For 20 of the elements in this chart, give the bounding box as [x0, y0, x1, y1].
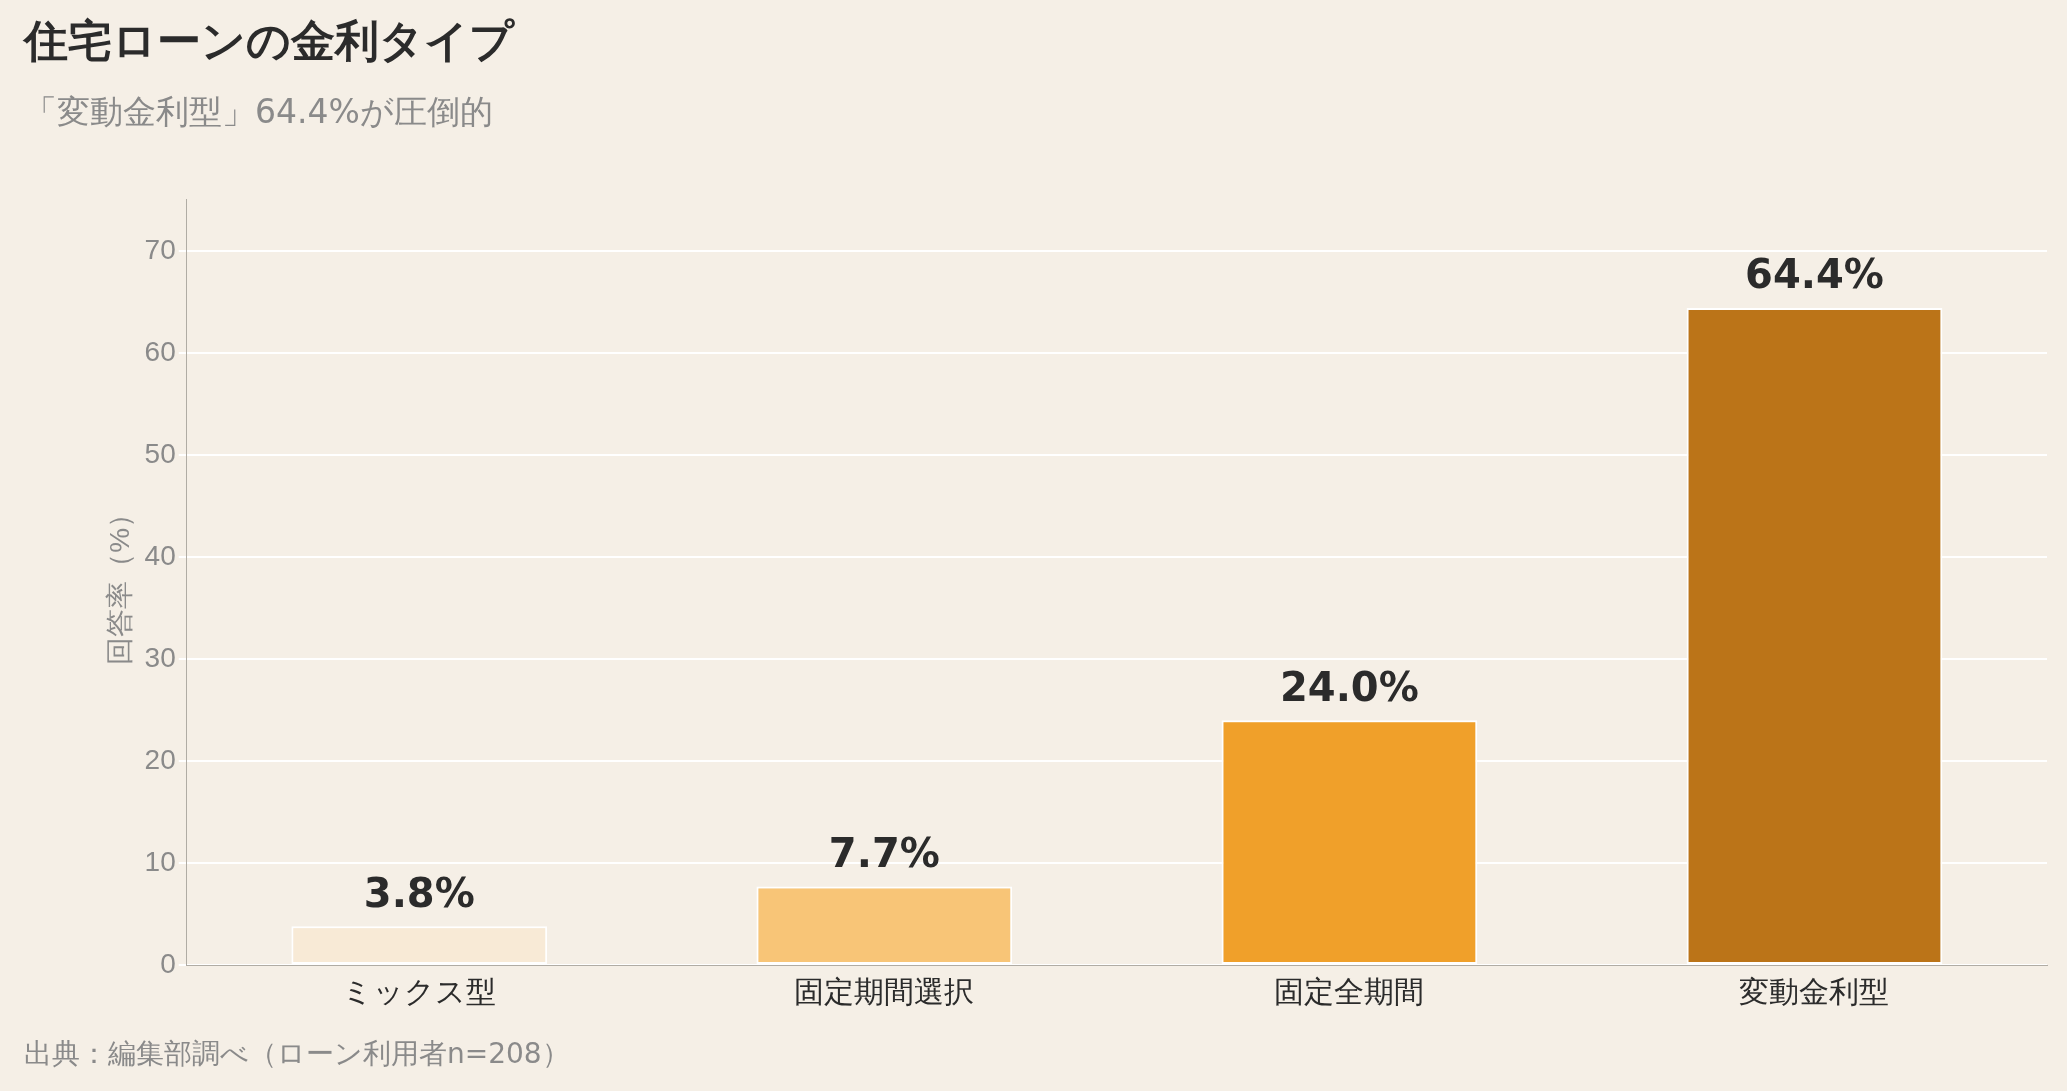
chart-title: 住宅ローンの金利タイプ: [24, 14, 514, 68]
y-tick-label: 20: [144, 743, 176, 775]
chart-subtitle: 「変動金利型」64.4%が圧倒的: [24, 91, 493, 133]
y-axis-title: 回答率（%）: [103, 499, 135, 665]
y-tick-label: 10: [144, 845, 176, 877]
data-label: 7.7%: [828, 829, 940, 876]
x-tick-label: 固定全期間: [1274, 975, 1425, 1009]
y-tick-label: 40: [144, 539, 176, 571]
x-tick-label: 固定期間選択: [794, 975, 975, 1009]
y-tick-label: 0: [160, 947, 176, 979]
y-tick-label: 50: [144, 437, 176, 469]
data-label: 24.0%: [1280, 663, 1419, 710]
data-label: 3.8%: [363, 869, 475, 916]
x-tick-label: 変動金利型: [1739, 975, 1890, 1009]
data-label: 64.4%: [1745, 251, 1884, 298]
y-tick-label: 30: [144, 641, 176, 673]
source-note: 出典：編集部調べ（ローン利用者n=208）: [24, 1036, 570, 1072]
y-tick-label: 60: [144, 335, 176, 367]
y-tick-label: 70: [144, 233, 176, 265]
x-tick-label: ミックス型: [342, 975, 497, 1009]
